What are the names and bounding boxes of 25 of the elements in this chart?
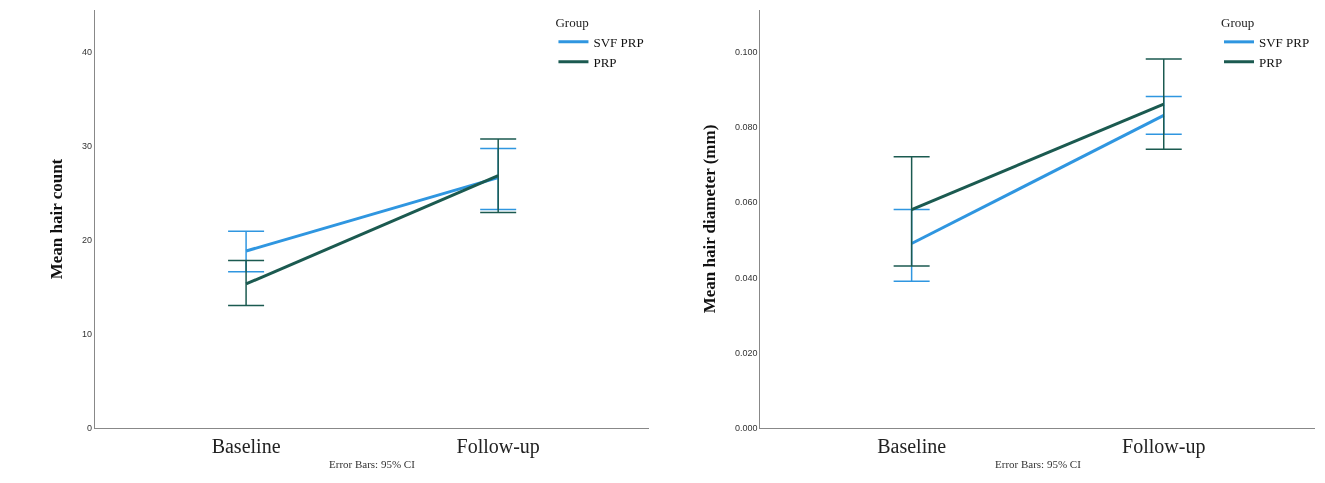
legend-label: PRP: [593, 54, 617, 70]
legend-title: Group: [1221, 14, 1255, 30]
y-tick-label: 0.040: [735, 272, 758, 283]
y-tick-label: 0.060: [735, 197, 758, 208]
y-tick-label: 30: [82, 140, 93, 151]
y-tick-label: 0.000: [735, 423, 758, 434]
text: Error Bars: 95% CI: [995, 458, 1082, 470]
text: Error Bars: 95% CI: [329, 458, 416, 470]
y-tick-label: 0.080: [735, 121, 758, 132]
y-tick-label: 0.020: [735, 347, 758, 358]
x-tick-label: Baseline: [877, 435, 947, 457]
y-tick-label: 0: [87, 423, 93, 434]
x-tick-label: Follow-up: [456, 435, 540, 458]
legend-label: SVF PRP: [593, 34, 644, 50]
y-tick-label: 10: [82, 329, 93, 340]
legend-title: Group: [555, 14, 589, 30]
x-tick-label: Baseline: [211, 435, 281, 457]
y-axis-title: Mean hair diameter (mm): [699, 124, 719, 314]
legend-label: SVF PRP: [1259, 34, 1310, 50]
y-tick-label: 20: [82, 234, 93, 245]
x-tick-label: Follow-up: [1122, 435, 1206, 458]
y-axis-title: Mean hair count: [46, 158, 66, 280]
y-tick-label: 40: [82, 46, 93, 57]
legend-label: PRP: [1259, 54, 1283, 70]
y-tick-label: 0.100: [735, 46, 758, 57]
